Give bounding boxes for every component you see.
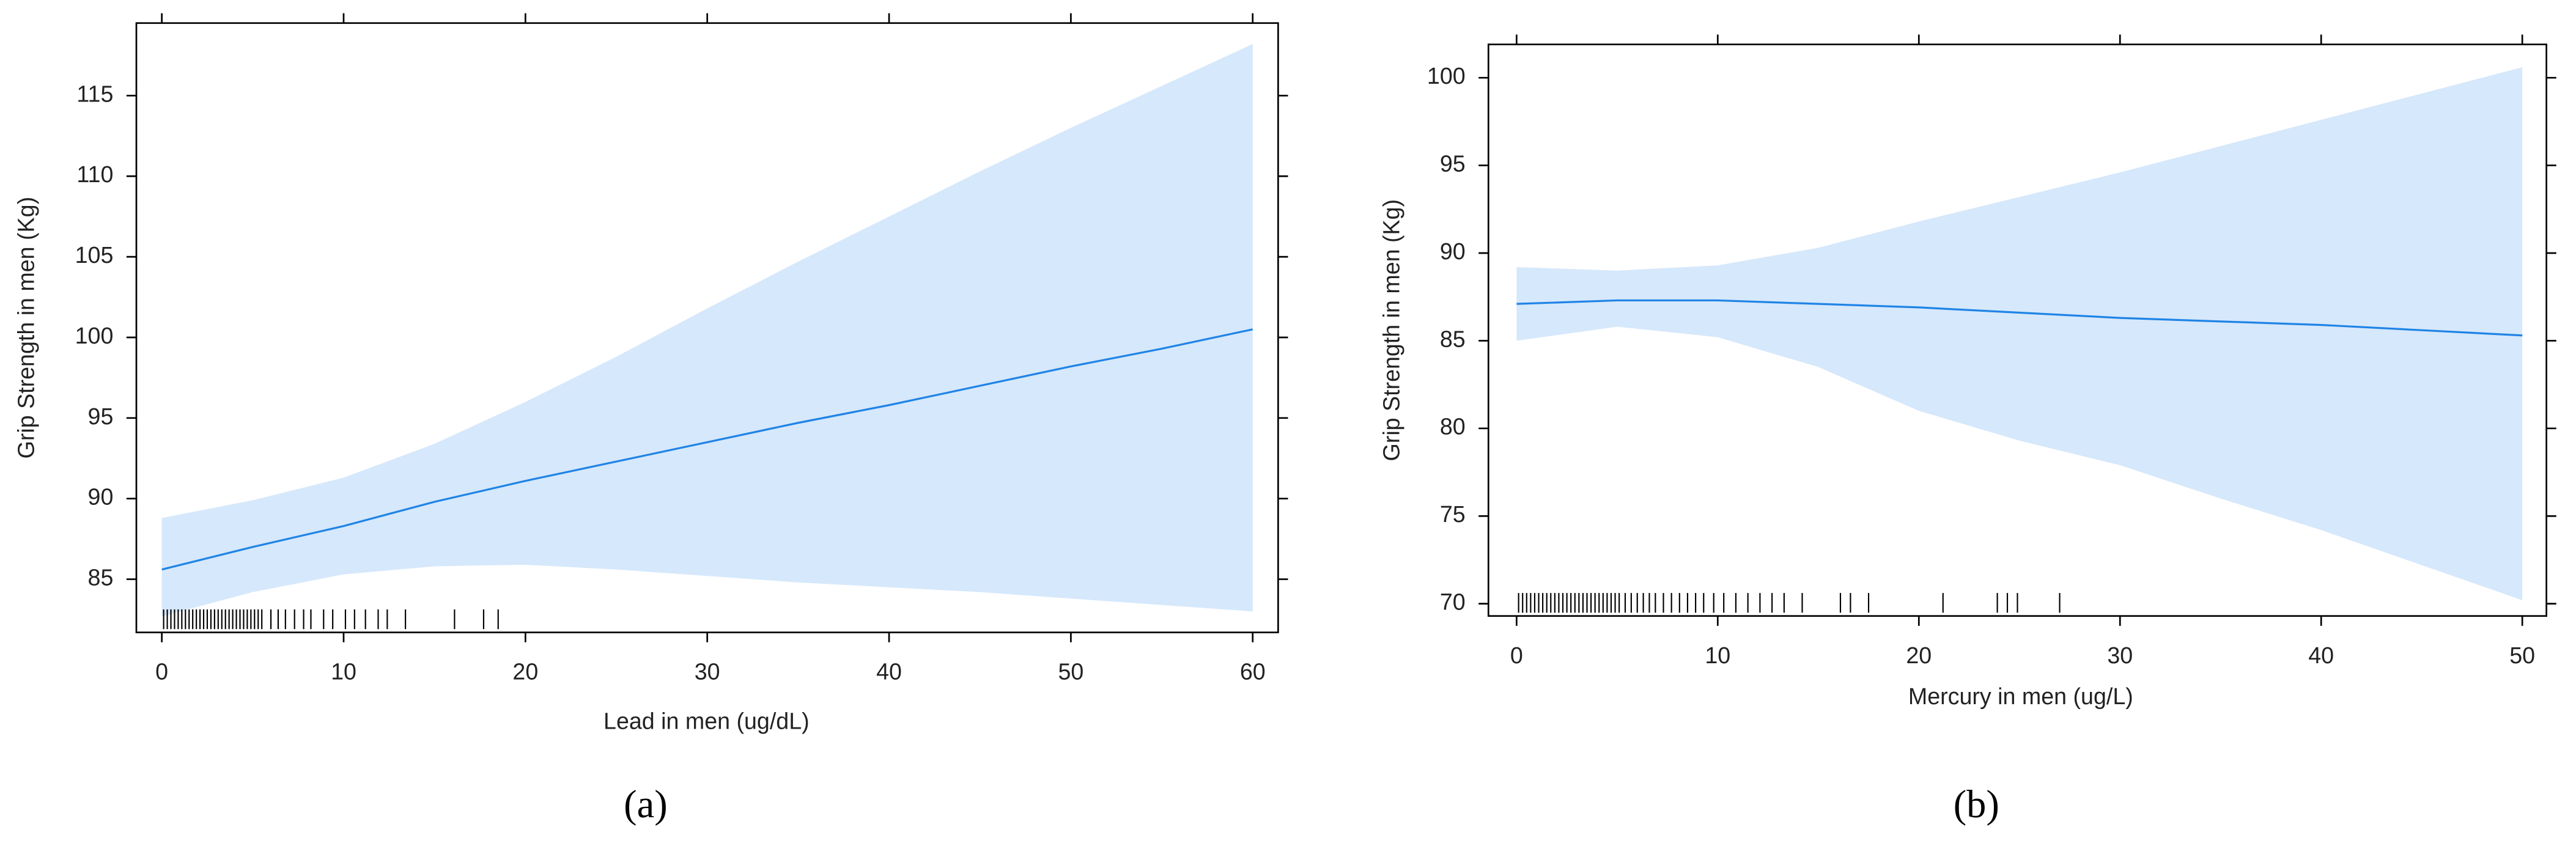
- x-tick-label: 40: [876, 659, 902, 685]
- x-tick-label: 20: [1906, 642, 1932, 668]
- y-tick-label: 100: [1427, 63, 1466, 89]
- confidence-band: [1516, 67, 2523, 600]
- x-tick-label: 0: [1510, 642, 1523, 668]
- y-tick-label: 90: [88, 484, 114, 510]
- x-tick-label: 50: [1058, 659, 1083, 685]
- y-tick-label: 75: [1440, 501, 1466, 527]
- fit-line: [161, 328, 1253, 571]
- y-tick-label: 100: [75, 323, 114, 348]
- x-tick-label: 50: [2509, 642, 2535, 668]
- y-tick-label: 110: [76, 161, 113, 187]
- fit-line: [1516, 299, 2523, 337]
- x-axis-label: Mercury in men (ug/L): [1908, 683, 2133, 709]
- x-axis-label: Lead in men (ug/dL): [603, 708, 810, 734]
- caption: (a): [624, 782, 668, 826]
- x-tick-label: 20: [512, 659, 538, 685]
- y-tick-label: 115: [76, 81, 113, 106]
- plot-frame: [1487, 43, 2547, 617]
- y-tick-label: 90: [1440, 238, 1466, 264]
- caption: (b): [1954, 782, 1999, 826]
- y-tick-label: 95: [1440, 151, 1466, 177]
- y-axis-label: Grip Strength in men (Kg): [1378, 199, 1404, 462]
- confidence-band: [161, 44, 1253, 617]
- y-tick-label: 85: [1440, 326, 1466, 351]
- y-tick-label: 70: [1440, 589, 1466, 615]
- y-tick-label: 85: [88, 564, 114, 590]
- x-tick-label: 60: [1240, 659, 1266, 685]
- y-tick-label: 80: [1440, 414, 1466, 440]
- y-tick-label: 105: [75, 242, 114, 268]
- x-tick-label: 30: [695, 659, 720, 685]
- x-tick-label: 10: [1705, 642, 1730, 668]
- y-axis-label: Grip Strength in men (Kg): [13, 197, 39, 459]
- x-tick-label: 0: [155, 659, 168, 685]
- x-tick-label: 10: [331, 659, 356, 685]
- x-tick-label: 40: [2308, 642, 2334, 668]
- y-tick-label: 95: [88, 403, 114, 429]
- x-tick-label: 30: [2107, 642, 2133, 668]
